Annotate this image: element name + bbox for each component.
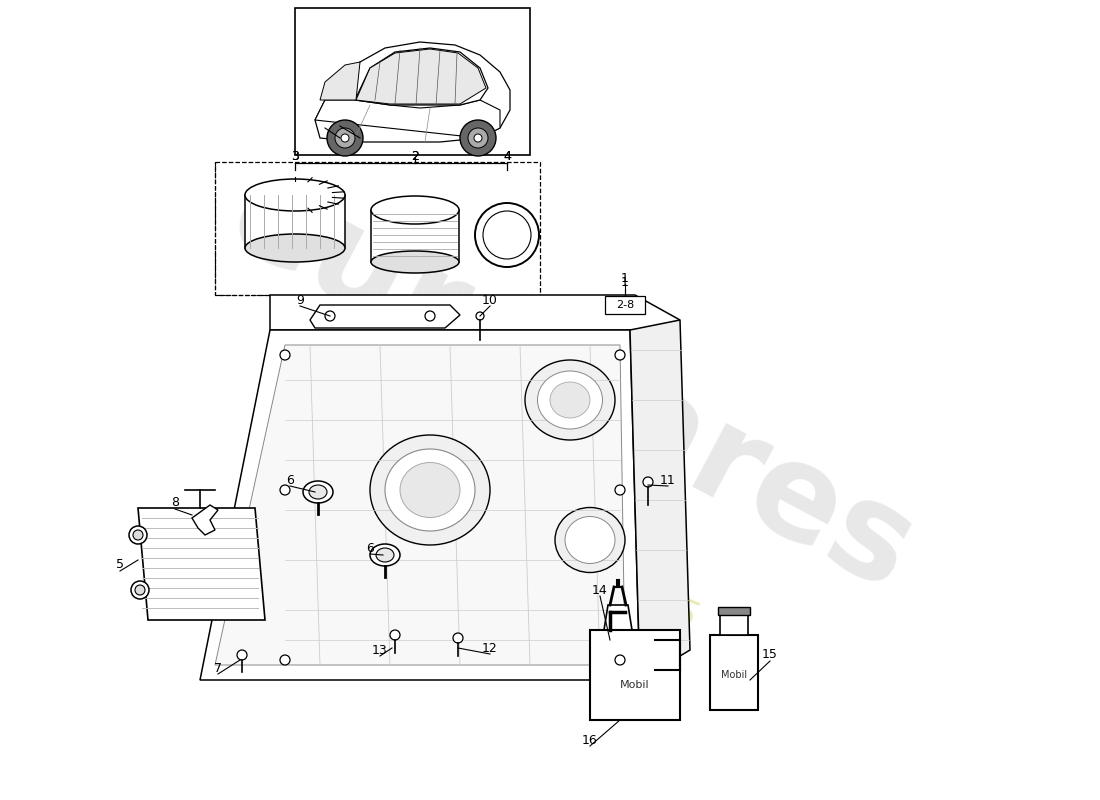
Ellipse shape xyxy=(371,196,459,224)
Polygon shape xyxy=(320,62,360,100)
Bar xyxy=(710,635,758,710)
Text: 2: 2 xyxy=(411,150,419,163)
Circle shape xyxy=(615,350,625,360)
Polygon shape xyxy=(214,345,625,665)
Circle shape xyxy=(474,134,482,142)
Polygon shape xyxy=(270,295,680,335)
Text: 6: 6 xyxy=(366,542,374,554)
Polygon shape xyxy=(630,320,690,680)
Text: 16: 16 xyxy=(582,734,598,746)
Text: 3: 3 xyxy=(292,150,299,163)
Circle shape xyxy=(468,128,488,148)
Ellipse shape xyxy=(302,481,333,503)
Ellipse shape xyxy=(245,179,345,211)
Text: 12: 12 xyxy=(482,642,498,654)
Text: 13: 13 xyxy=(372,643,388,657)
Bar xyxy=(295,8,530,155)
Text: 9: 9 xyxy=(296,294,304,306)
Circle shape xyxy=(280,655,290,665)
Polygon shape xyxy=(355,48,488,105)
Ellipse shape xyxy=(133,530,143,540)
Text: 6: 6 xyxy=(286,474,294,486)
Text: 14: 14 xyxy=(592,583,608,597)
Bar xyxy=(718,607,750,615)
FancyBboxPatch shape xyxy=(605,296,645,314)
Ellipse shape xyxy=(131,581,149,599)
Polygon shape xyxy=(192,505,218,535)
Polygon shape xyxy=(315,42,510,142)
Polygon shape xyxy=(600,605,636,655)
Text: euroPares: euroPares xyxy=(209,150,935,618)
Circle shape xyxy=(336,128,355,148)
Text: 5: 5 xyxy=(116,558,124,571)
Text: 10: 10 xyxy=(482,294,498,306)
Text: 2-8: 2-8 xyxy=(616,300,634,310)
Text: 7: 7 xyxy=(214,662,222,674)
Text: 15: 15 xyxy=(762,649,778,662)
Circle shape xyxy=(475,203,539,267)
Circle shape xyxy=(280,485,290,495)
Polygon shape xyxy=(138,508,265,620)
Circle shape xyxy=(615,485,625,495)
Polygon shape xyxy=(245,195,345,248)
Circle shape xyxy=(236,650,248,660)
Polygon shape xyxy=(310,305,460,328)
Circle shape xyxy=(390,630,400,640)
Text: 8: 8 xyxy=(170,497,179,510)
Text: a passion since 1985: a passion since 1985 xyxy=(309,450,703,638)
Text: Mobil: Mobil xyxy=(720,670,747,680)
Text: 2: 2 xyxy=(411,150,419,163)
Ellipse shape xyxy=(400,462,460,518)
Text: 1: 1 xyxy=(621,277,629,290)
Circle shape xyxy=(327,120,363,156)
Circle shape xyxy=(341,134,349,142)
Text: 11: 11 xyxy=(660,474,675,486)
Circle shape xyxy=(280,350,290,360)
Circle shape xyxy=(615,655,625,665)
Ellipse shape xyxy=(129,526,147,544)
Ellipse shape xyxy=(556,507,625,573)
Ellipse shape xyxy=(565,517,615,563)
Circle shape xyxy=(324,311,336,321)
Text: 4: 4 xyxy=(503,150,510,163)
Circle shape xyxy=(644,477,653,487)
Ellipse shape xyxy=(538,371,603,429)
Polygon shape xyxy=(356,49,486,104)
Bar xyxy=(214,162,540,295)
Ellipse shape xyxy=(370,435,490,545)
Ellipse shape xyxy=(525,360,615,440)
Polygon shape xyxy=(200,330,640,680)
Circle shape xyxy=(460,120,496,156)
Bar xyxy=(590,630,680,720)
Circle shape xyxy=(476,312,484,320)
Text: 3: 3 xyxy=(292,150,299,163)
Text: 4: 4 xyxy=(503,150,510,163)
Polygon shape xyxy=(315,100,500,138)
Ellipse shape xyxy=(376,548,394,562)
Ellipse shape xyxy=(370,544,400,566)
Ellipse shape xyxy=(135,585,145,595)
Circle shape xyxy=(425,311,435,321)
Ellipse shape xyxy=(245,234,345,262)
Ellipse shape xyxy=(309,485,327,499)
Circle shape xyxy=(453,633,463,643)
Ellipse shape xyxy=(550,382,590,418)
Bar xyxy=(720,615,748,635)
Text: 1: 1 xyxy=(621,271,629,285)
Circle shape xyxy=(483,211,531,259)
Text: Mobil: Mobil xyxy=(620,680,650,690)
Ellipse shape xyxy=(371,251,459,273)
Ellipse shape xyxy=(385,449,475,531)
Polygon shape xyxy=(371,210,459,262)
